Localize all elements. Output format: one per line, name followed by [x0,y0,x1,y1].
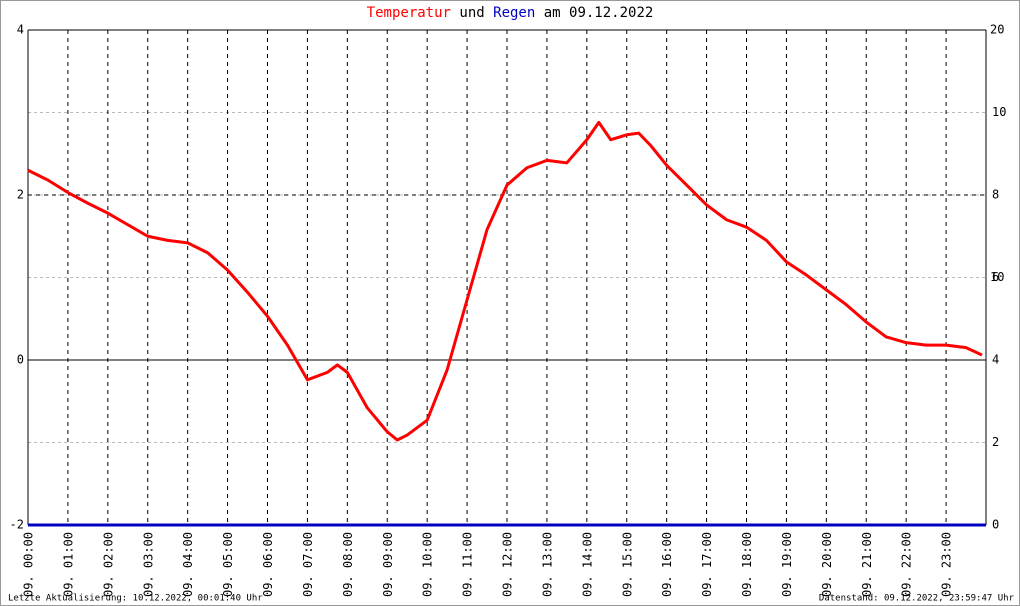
x-tick-label: 09. 13:00 [540,532,554,597]
x-tick-label: 09. 19:00 [780,532,794,597]
x-tick-label: 09. 11:00 [461,532,475,597]
y2-tick-label: 8 [992,188,999,202]
x-tick-label: 09. 03:00 [141,532,155,597]
title-connector: und [459,5,484,21]
y3-tick-label: 10 [990,270,1004,284]
x-tick-label: 09. 16:00 [660,532,674,597]
grid [27,29,987,526]
x-tick-label: 09. 07:00 [301,532,315,597]
x-tick-label: 09. 02:00 [101,532,115,597]
x-tick-label: 09. 18:00 [740,532,754,597]
chart-title: Temperatur und Regen am 09.12.2022 [367,5,654,21]
x-tick-label: 09. 12:00 [501,532,515,597]
y2-tick-label: 10 [992,105,1006,119]
y-tick-label: 4 [17,23,24,37]
x-tick-label: 09. 05:00 [221,532,235,597]
y2-tick-label: 2 [992,435,999,449]
plot [27,120,986,527]
x-tick-label: 09. 01:00 [61,532,75,597]
x-tick-label: 09. 04:00 [181,532,195,597]
y2-tick-label: 6 [992,270,999,284]
footer-right: Datenstand: 09.12.2022, 23:59:47 Uhr [819,594,1015,604]
y2-tick-label: 0 [992,518,999,532]
x-tick-label: 09. 20:00 [820,532,834,597]
x-tick-label: 09. 14:00 [580,532,594,597]
y2-tick-label: 4 [992,353,999,367]
y-tick-label: -2 [10,518,24,532]
title-temp: Temperatur [367,5,451,21]
x-tick-label: 09. 21:00 [860,532,874,597]
x-tick-label: 09. 23:00 [940,532,954,597]
x-tick-label: 09. 09:00 [381,532,395,597]
y-tick-label: 2 [17,188,24,202]
footer-left: Letzte Aktualisierung: 10.12.2022, 00:01… [8,594,263,604]
y3-tick-label: 20 [990,23,1004,37]
y-tick-label: 0 [17,353,24,367]
x-tick-label: 09. 06:00 [261,532,275,597]
x-tick-label: 09. 22:00 [900,532,914,597]
series-line [27,120,983,442]
x-tick-label: 09. 15:00 [620,532,634,597]
x-tick-label: 09. 17:00 [700,532,714,597]
x-tick-label: 09. 10:00 [421,532,435,597]
title-suffix: am 09.12.2022 [544,5,654,21]
x-tick-label: 09. 08:00 [341,532,355,597]
title-rain: Regen [493,5,535,21]
x-tick-label: 09. 00:00 [22,532,36,597]
